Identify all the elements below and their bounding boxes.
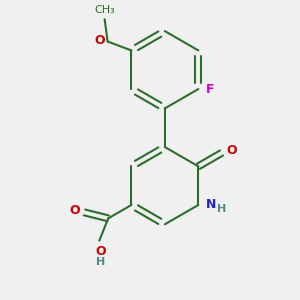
- Text: H: H: [96, 257, 105, 267]
- Text: O: O: [94, 34, 105, 46]
- Text: CH₃: CH₃: [94, 5, 115, 15]
- Text: H: H: [217, 204, 226, 214]
- Text: O: O: [95, 245, 106, 258]
- Text: O: O: [69, 204, 80, 218]
- Text: F: F: [206, 82, 214, 96]
- Text: N: N: [206, 199, 216, 212]
- Text: O: O: [226, 143, 237, 157]
